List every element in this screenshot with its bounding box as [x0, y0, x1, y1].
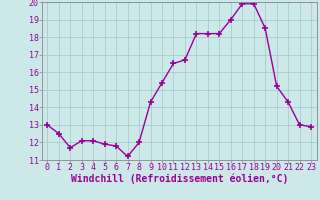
X-axis label: Windchill (Refroidissement éolien,°C): Windchill (Refroidissement éolien,°C)	[70, 173, 288, 184]
